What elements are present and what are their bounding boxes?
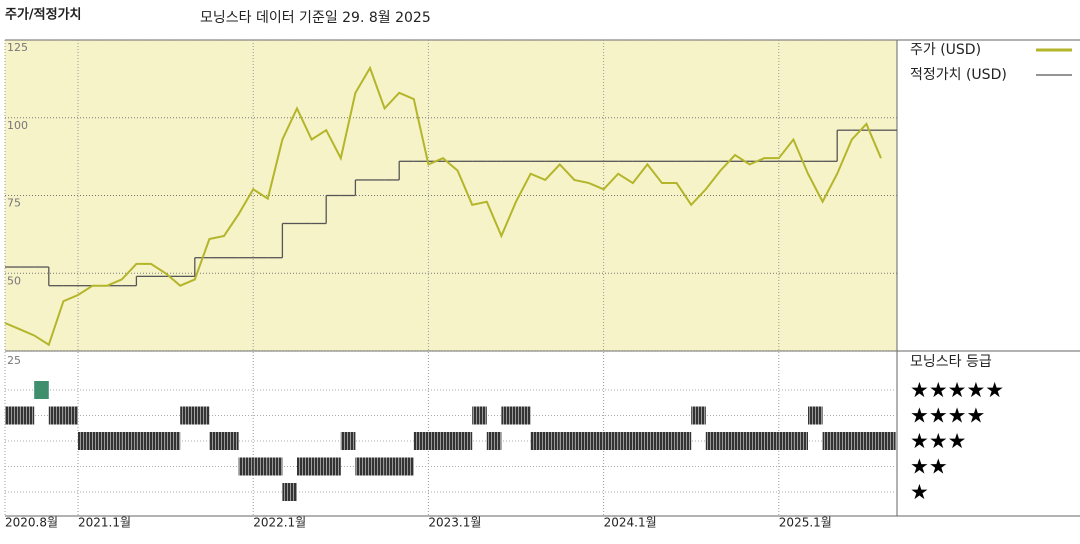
- rating-bar: [224, 432, 239, 450]
- rating-bar: [34, 381, 49, 399]
- rating-bar: [574, 432, 589, 450]
- y-tick-label: 50: [7, 274, 21, 287]
- rating-bar: [19, 406, 35, 425]
- rating-bar: [121, 432, 137, 450]
- rating-bar: [165, 432, 181, 450]
- y-tick-label: 125: [7, 41, 28, 54]
- x-tick-label: 2025.1월: [779, 516, 832, 530]
- rating-label: ★: [910, 480, 929, 504]
- rating-bar: [267, 457, 283, 476]
- rating-bar: [238, 457, 254, 476]
- rating-bar: [253, 457, 268, 476]
- rating-bar: [720, 432, 735, 450]
- rating-bar: [340, 432, 356, 450]
- rating-bar: [384, 457, 400, 476]
- rating-bar: [136, 432, 151, 450]
- rating-bar: [647, 432, 662, 450]
- rating-bar: [618, 432, 633, 450]
- rating-bar: [866, 432, 881, 450]
- rating-bar: [501, 406, 516, 425]
- rating-bar: [662, 432, 677, 450]
- legend-label: 적정가치 (USD): [910, 67, 1007, 83]
- x-tick-label: 2023.1월: [428, 516, 481, 530]
- rating-bar: [92, 432, 108, 450]
- rating-bar: [851, 432, 867, 450]
- rating-bar: [443, 432, 458, 450]
- rating-bar: [545, 432, 560, 450]
- price-line: [4, 65, 882, 347]
- rating-bar: [370, 457, 385, 476]
- x-tick-label: 2021.1월: [78, 516, 131, 530]
- rating-bar: [705, 432, 721, 450]
- rating-bar: [399, 457, 414, 476]
- rating-bar: [311, 457, 327, 476]
- legend-label: 주가 (USD): [910, 42, 981, 58]
- rating-bar: [5, 406, 20, 425]
- rating-bar: [472, 406, 487, 425]
- rating-bar: [209, 432, 224, 450]
- rating-label: ★★★: [910, 429, 966, 453]
- plot-area: [5, 40, 897, 351]
- rating-bar: [63, 406, 78, 425]
- rating-bar: [589, 432, 604, 450]
- rating-bar: [749, 432, 765, 450]
- rating-bar: [326, 457, 341, 476]
- rating-bar: [516, 406, 531, 425]
- rating-bar: [282, 483, 297, 501]
- rating-bar: [78, 432, 93, 450]
- rating-bar: [428, 432, 443, 450]
- rating-bar: [194, 406, 210, 425]
- rating-bar: [881, 432, 896, 450]
- rating-bar: [778, 432, 794, 450]
- rating-bar: [180, 406, 195, 425]
- rating-label: ★★★★: [910, 404, 985, 428]
- rating-bar: [735, 432, 750, 450]
- rating-bar: [457, 432, 473, 450]
- rating-bar: [151, 432, 166, 450]
- rating-bar: [559, 432, 575, 450]
- y-tick-label: 75: [7, 197, 21, 210]
- rating-bar: [48, 406, 64, 425]
- rating-label: ★★★★★: [910, 378, 1004, 402]
- rating-bar: [822, 432, 838, 450]
- rating-bar: [632, 432, 648, 450]
- x-tick-label: 2024.1월: [604, 516, 657, 530]
- rating-bar: [603, 432, 619, 450]
- rating-bar: [355, 457, 370, 476]
- y-tick-label: 100: [7, 119, 28, 132]
- chart-subtitle: 모닝스타 데이터 기준일 29. 8월 2025: [200, 10, 431, 26]
- rating-bar: [413, 432, 429, 450]
- rating-bar: [837, 432, 852, 450]
- rating-bar: [297, 457, 312, 476]
- rating-bar: [107, 432, 122, 450]
- y-tick-label: 25: [7, 354, 21, 367]
- x-tick-label: 2020.8월: [5, 516, 58, 530]
- rating-bar: [530, 432, 546, 450]
- rating-bar: [793, 432, 808, 450]
- rating-label: ★★: [910, 455, 948, 479]
- chart-title: 주가/적정가치: [5, 7, 82, 23]
- rating-bar: [676, 432, 692, 450]
- rating-title: 모닝스타 등급: [910, 354, 992, 370]
- rating-bar: [691, 406, 706, 425]
- rating-bar: [764, 432, 779, 450]
- x-tick-label: 2022.1월: [253, 516, 306, 530]
- rating-bar: [486, 432, 502, 450]
- rating-bar: [808, 406, 823, 425]
